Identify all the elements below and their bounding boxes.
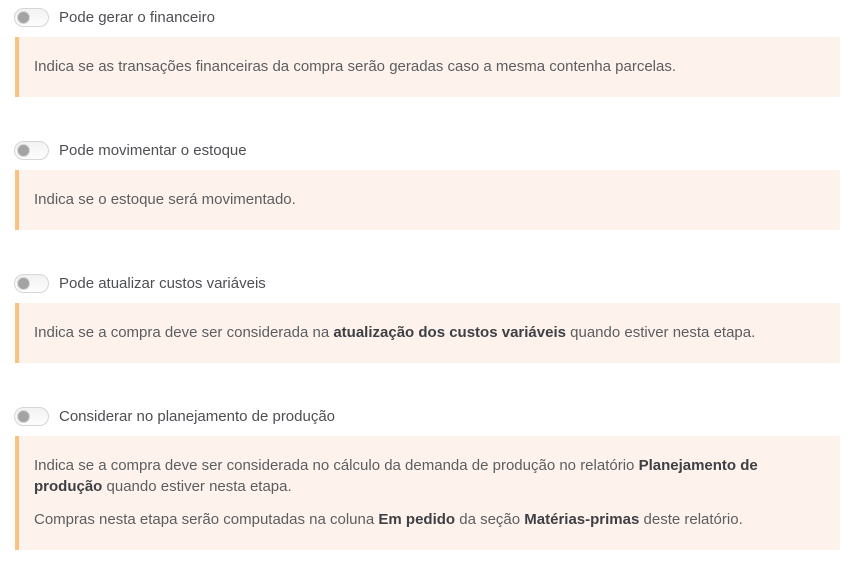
update-variable-costs-info-box: Indica se a compra deve ser considerada … bbox=[15, 303, 840, 363]
toggle-knob bbox=[17, 143, 30, 157]
info-text-segment: quando estiver nesta etapa. bbox=[565, 324, 756, 341]
info-text-segment: quando estiver nesta etapa. bbox=[102, 478, 292, 495]
info-text: Indica se a compra deve ser considerada … bbox=[34, 322, 825, 343]
info-text: Indica se o estoque será movimentado. bbox=[34, 189, 825, 210]
info-text-segment: Indica se a compra deve ser considerada … bbox=[34, 457, 639, 474]
info-text-segment: da seção bbox=[455, 511, 525, 528]
info-text: Compras nesta etapa serão computadas na … bbox=[34, 509, 825, 530]
info-text-segment: Compras nesta etapa serão computadas na … bbox=[34, 511, 379, 528]
generate-financial-label[interactable]: Pode gerar o financeiro bbox=[59, 8, 215, 26]
move-stock-info-box: Indica se o estoque será movimentado. bbox=[15, 170, 840, 230]
move-stock-label[interactable]: Pode movimentar o estoque bbox=[59, 141, 247, 159]
info-text-bold-segment: Em pedido bbox=[378, 511, 456, 528]
setting-consider-production-planning: Considerar no planejamento de produção I… bbox=[14, 406, 840, 550]
info-text-bold-segment: Matérias-primas bbox=[524, 511, 640, 528]
toggle-knob bbox=[17, 409, 30, 423]
info-text: Indica se a compra deve ser considerada … bbox=[34, 455, 825, 497]
info-text-segment: Indica se as transações financeiras da c… bbox=[34, 58, 677, 75]
info-text-segment: Indica se o estoque será movimentado. bbox=[34, 191, 296, 208]
move-stock-toggle[interactable] bbox=[14, 140, 49, 160]
toggle-knob bbox=[17, 10, 30, 24]
toggle-knob bbox=[17, 276, 30, 290]
update-variable-costs-label[interactable]: Pode atualizar custos variáveis bbox=[59, 274, 266, 292]
consider-production-planning-label[interactable]: Considerar no planejamento de produção bbox=[59, 407, 336, 425]
setting-move-stock: Pode movimentar o estoque Indica se o es… bbox=[14, 140, 840, 230]
generate-financial-info-box: Indica se as transações financeiras da c… bbox=[15, 37, 840, 97]
consider-production-planning-toggle[interactable] bbox=[14, 406, 49, 426]
info-text-segment: Indica se a compra deve ser considerada … bbox=[34, 324, 334, 341]
setting-update-variable-costs: Pode atualizar custos variáveis Indica s… bbox=[14, 273, 840, 363]
info-text-segment: deste relatório. bbox=[639, 511, 743, 528]
info-text-bold-segment: atualização dos custos variáveis bbox=[333, 324, 566, 341]
info-text-bold-segment: Planejamento de produção bbox=[34, 457, 758, 495]
setting-generate-financial: Pode gerar o financeiro Indica se as tra… bbox=[14, 7, 840, 97]
consider-production-planning-info-box: Indica se a compra deve ser considerada … bbox=[15, 436, 840, 550]
info-text: Indica se as transações financeiras da c… bbox=[34, 56, 825, 77]
purchase-stage-settings: Pode gerar o financeiro Indica se as tra… bbox=[14, 7, 840, 550]
update-variable-costs-toggle[interactable] bbox=[14, 273, 49, 293]
generate-financial-toggle[interactable] bbox=[14, 7, 49, 27]
